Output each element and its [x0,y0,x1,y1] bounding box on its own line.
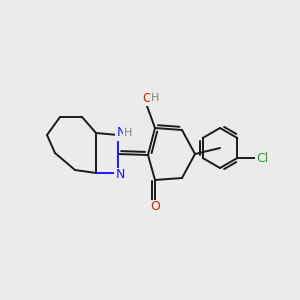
Text: H: H [151,93,159,103]
Text: N: N [116,127,126,140]
Text: Cl: Cl [256,152,268,164]
Text: O: O [142,92,152,104]
Text: O: O [150,200,160,214]
Text: N: N [115,169,125,182]
Text: H: H [124,128,132,138]
